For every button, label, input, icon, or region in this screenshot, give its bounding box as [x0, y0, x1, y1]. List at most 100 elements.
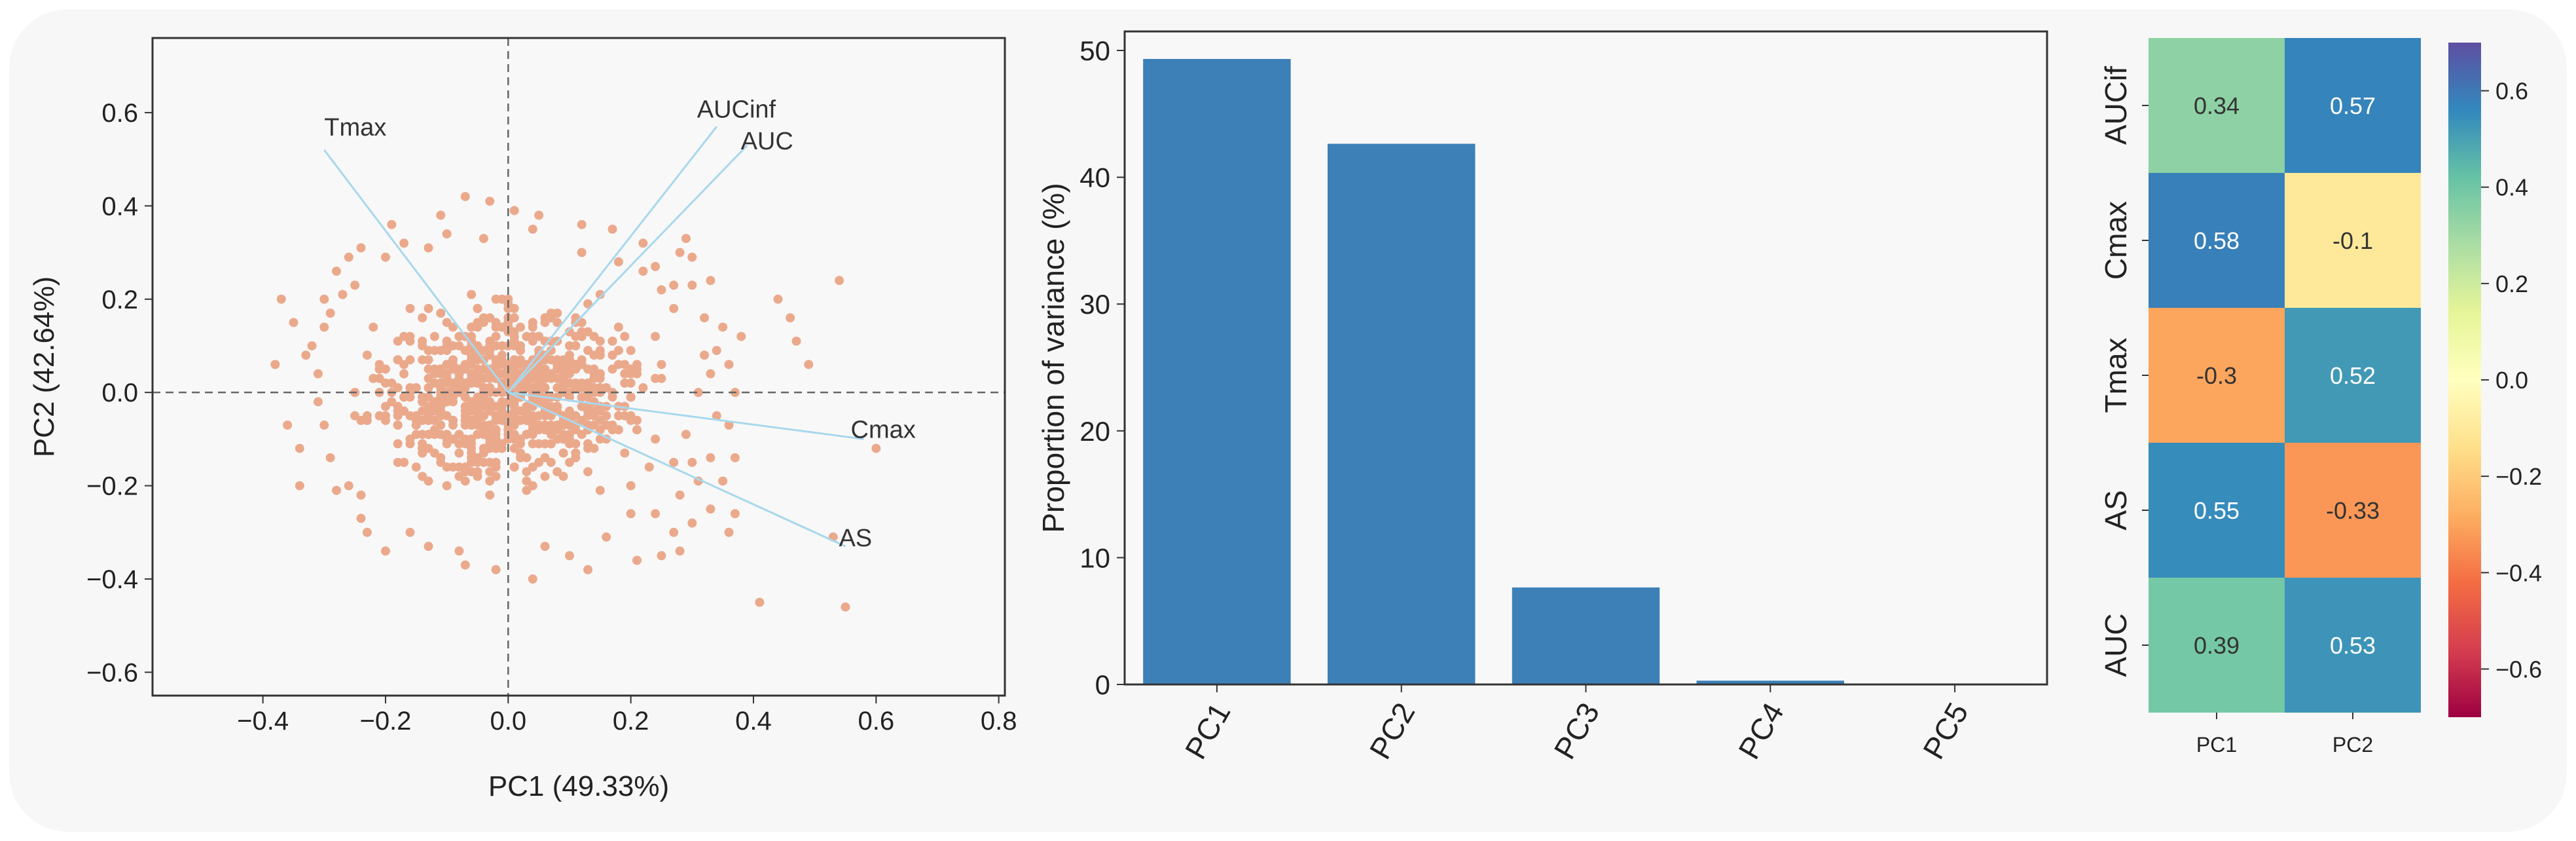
heatmap-row-label: AUC [2099, 613, 2133, 677]
scatter-point [276, 294, 286, 304]
scatter-point [681, 430, 691, 439]
scatter-point [362, 350, 372, 360]
scatter-point [295, 481, 304, 491]
scatter-point [319, 421, 329, 430]
loading-vector [323, 149, 509, 394]
scatter-point [553, 383, 562, 393]
scatter-point [436, 402, 446, 411]
scatter-point [460, 476, 470, 486]
scatter-point [528, 462, 537, 472]
scatter-point [319, 322, 329, 332]
scatter-point [626, 509, 636, 519]
scatter-point [724, 527, 734, 537]
scatter-point [620, 331, 630, 341]
scatter-point [608, 336, 617, 346]
scatter-point [405, 439, 415, 449]
x-tick-label: 0.4 [735, 707, 772, 736]
scatter-point [595, 434, 605, 444]
scatter-point [595, 290, 605, 299]
scatter-point [411, 462, 421, 472]
scatter-point [602, 532, 611, 542]
scatter-point [553, 318, 562, 327]
scatter-point [522, 485, 532, 495]
scatter-point [454, 430, 464, 439]
scatter-point [436, 421, 446, 430]
scatter-point [577, 248, 587, 257]
scatter-point [485, 383, 495, 393]
scatter-point [491, 360, 501, 369]
scatter-point [509, 443, 519, 453]
scatter-point [736, 331, 746, 341]
colorbar-tick-label: 0.2 [2495, 271, 2528, 297]
scatter-point [405, 392, 415, 402]
scatter-point [528, 322, 537, 332]
scatter-point [522, 453, 532, 462]
scatter-point [405, 527, 415, 537]
scatter-point [460, 192, 470, 202]
scatter-point [356, 490, 366, 500]
scatter-point [706, 276, 716, 286]
heatmap-row-label: Cmax [2099, 201, 2133, 280]
scatter-point [675, 546, 685, 556]
scatter-point [712, 411, 721, 421]
scatter-point [460, 383, 470, 393]
scatter-point [589, 383, 599, 393]
heatmap-cell [2149, 308, 2285, 443]
scatter-point [613, 411, 623, 421]
scatter-point [399, 457, 409, 467]
scatter-point [362, 527, 372, 537]
scatter-point [546, 439, 556, 449]
y-tick-label: 10 [1079, 542, 1110, 573]
scatter-point [602, 411, 611, 421]
x-tick-label: PC1 [1178, 697, 1237, 764]
scatter-point [405, 336, 415, 346]
scatter-point [319, 294, 329, 304]
scatter-point [700, 313, 710, 323]
scatter-point [369, 373, 378, 383]
scatter-point [553, 467, 562, 477]
scatter-point [516, 346, 526, 356]
x-tick-label: −0.4 [237, 707, 289, 736]
scatter-point [564, 350, 574, 360]
scatter-point [436, 210, 446, 220]
scatter-point [558, 364, 568, 374]
scatter-point [553, 308, 562, 318]
scatter-point [485, 476, 495, 486]
scatter-point [313, 397, 323, 407]
heatmap-row-label: AUCif [2099, 66, 2133, 145]
scatter-point [509, 462, 519, 472]
scatter-point [387, 397, 397, 407]
scatter-point [577, 219, 587, 229]
scatter-point [730, 453, 740, 462]
scatter-point [534, 369, 544, 379]
scatter-point [773, 294, 783, 304]
scatter-point [669, 280, 679, 290]
scatter-point [467, 290, 477, 299]
scatter-point [675, 248, 685, 257]
scatter-point [399, 369, 409, 379]
heatmap-cell-value: 0.57 [2330, 92, 2376, 119]
scatter-point [350, 280, 360, 290]
y-tick-label: −0.2 [86, 472, 138, 501]
scatter-point [418, 355, 427, 365]
scatter-point [436, 411, 446, 421]
scatter-point [356, 514, 366, 523]
heatmap-cell-value: -0.1 [2332, 227, 2373, 254]
scatter-point [460, 439, 470, 449]
scatter-point [791, 336, 801, 346]
scatter-point [503, 434, 513, 444]
scatter-point [583, 411, 593, 421]
scatter-point [454, 448, 464, 458]
heatmap-cell [2149, 38, 2285, 173]
scatter-point [436, 346, 446, 356]
x-tick-label: PC4 [1732, 697, 1790, 764]
heatmap-cell-value: 0.53 [2330, 632, 2376, 659]
y-tick-label: 20 [1079, 416, 1110, 447]
scatter-point [485, 341, 495, 350]
scatter-point [528, 421, 537, 430]
heatmap-column-label: PC1 [2196, 733, 2237, 757]
colorbar-tick-label: −0.6 [2495, 656, 2542, 682]
scatter-point [424, 392, 433, 402]
scatter-point [583, 565, 593, 574]
heatmap-cell [2285, 443, 2421, 578]
